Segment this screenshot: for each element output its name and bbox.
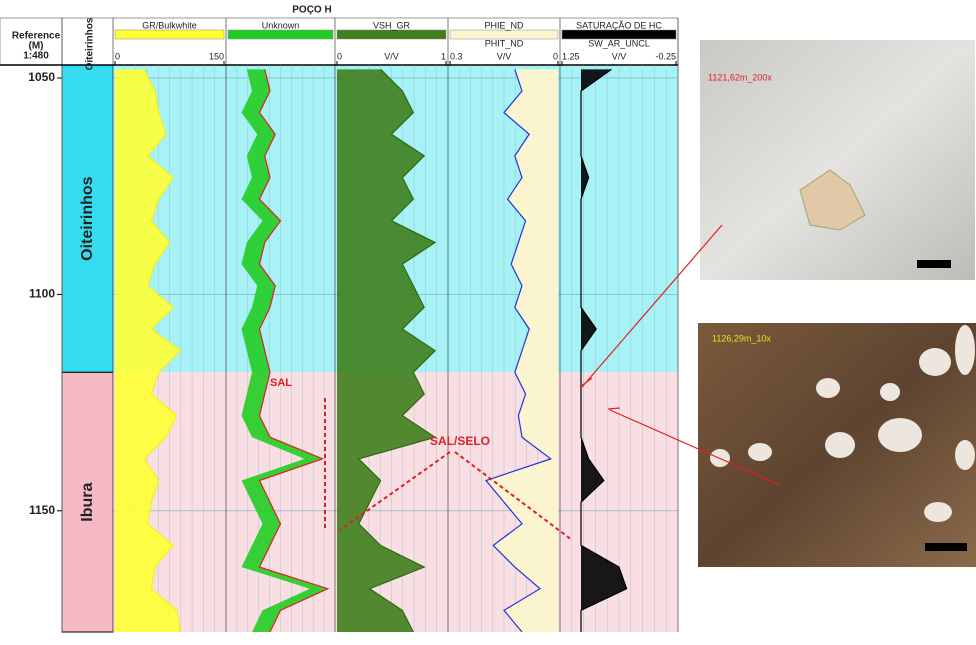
track-name: Unknown — [262, 20, 300, 30]
annotation-arrow — [454, 451, 573, 541]
reference: (M) — [29, 41, 44, 52]
photo-label: 1126,29m_10x — [712, 333, 771, 343]
title: POÇO H — [292, 5, 331, 16]
curve — [143, 69, 182, 633]
scale-label: 0.3 — [450, 51, 463, 61]
scale-label: 0 — [337, 51, 342, 61]
track-name: SATURAÇÃO DE HC — [576, 20, 662, 30]
curve — [357, 68, 437, 633]
zone-label: Oiteirinhos — [79, 176, 96, 261]
track-name: VSH_GR — [373, 20, 411, 30]
scale-bar — [925, 543, 967, 551]
photo-label: 1121,62m_200x — [708, 72, 772, 82]
annotation: SAL — [270, 377, 292, 389]
photo-arrows — [579, 224, 781, 486]
zone-label: Ibura — [79, 482, 96, 521]
annotation: SAL/SELO — [430, 434, 490, 448]
curve — [580, 68, 628, 632]
track-unit: V/V — [497, 51, 512, 61]
zone-band — [61, 64, 114, 373]
scale-label: 0 — [553, 51, 558, 61]
curve-fill — [115, 69, 181, 632]
zone-header: Oiteirinhos — [85, 17, 96, 70]
track-legend — [336, 29, 447, 40]
track-legend — [114, 29, 225, 40]
track-unit: V/V — [384, 51, 399, 61]
curve-fill — [241, 69, 328, 632]
photo — [700, 40, 975, 280]
photo-grains — [710, 325, 975, 522]
curve — [258, 69, 330, 633]
scale-label: 0 — [115, 51, 120, 61]
scale-bar — [917, 260, 951, 268]
track-legend — [227, 29, 334, 40]
scale-label: 1 — [441, 51, 446, 61]
log-panel: OiteirinhosIbura105011001150GR/Bulkwhite… — [0, 17, 679, 633]
track-name: PHIT_ND — [485, 38, 524, 48]
track-name: GR/Bulkwhite — [142, 20, 197, 30]
track-legend — [561, 29, 677, 40]
scale-label: -0.25 — [655, 51, 676, 61]
track-name: PHIE_ND — [484, 20, 524, 30]
curve-fill — [337, 69, 436, 632]
photo-grain — [799, 169, 866, 231]
reference: Reference — [12, 31, 61, 42]
scale-label: 150 — [209, 51, 224, 61]
track-unit: V/V — [612, 51, 627, 61]
scale-label: 1.25 — [562, 51, 580, 61]
depth-tick-label: 1100 — [29, 287, 55, 301]
zone-band — [61, 371, 114, 633]
track-name: SW_AR_UNCL — [588, 38, 650, 48]
depth-tick-label: 1150 — [29, 503, 55, 517]
reference: 1:480 — [23, 51, 49, 62]
curve — [484, 69, 553, 633]
annotation-arrow — [339, 451, 451, 531]
track-legend — [449, 29, 559, 40]
depth-tick-label: 1050 — [28, 70, 55, 84]
